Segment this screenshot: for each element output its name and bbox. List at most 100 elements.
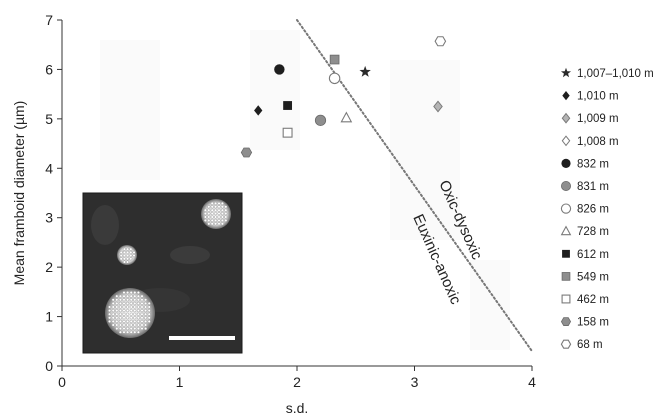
- microcrystal: [203, 218, 207, 222]
- microcrystal: [108, 309, 112, 313]
- microcrystal: [122, 312, 126, 316]
- y-tick-label: 4: [45, 160, 53, 176]
- microcrystal: [133, 312, 137, 316]
- microcrystal: [118, 305, 122, 309]
- legend-marker: [561, 294, 571, 304]
- legend-label: 462 m: [577, 294, 609, 306]
- legend-label: 68 m: [577, 339, 603, 351]
- microcrystal: [111, 316, 115, 320]
- data-point: [283, 101, 293, 110]
- microcrystal: [115, 301, 119, 305]
- microcrystal: [144, 301, 148, 305]
- microcrystal: [129, 319, 133, 323]
- microcrystal: [220, 205, 224, 209]
- legend-marker: [561, 158, 571, 168]
- microcrystal: [210, 201, 214, 205]
- data-point: [254, 105, 263, 116]
- microcrystal: [147, 301, 151, 305]
- microcrystal: [115, 316, 119, 320]
- microcrystal: [122, 323, 126, 327]
- microcrystal: [136, 298, 140, 302]
- y-tick-label: 5: [45, 111, 53, 127]
- background-shade: [100, 40, 160, 180]
- microcrystal: [122, 305, 126, 309]
- data-point: [433, 100, 443, 113]
- microcrystal: [126, 309, 130, 313]
- microcrystal: [118, 316, 122, 320]
- microcrystal: [210, 218, 214, 222]
- data-point: [282, 127, 293, 138]
- legend-marker: [561, 180, 572, 191]
- legend-label: 728 m: [577, 226, 609, 238]
- microcrystal: [126, 316, 130, 320]
- legend-marker: [562, 249, 570, 258]
- microcrystal: [217, 218, 221, 222]
- legend-marker: [560, 225, 572, 236]
- microcrystal: [115, 298, 119, 302]
- microcrystal: [133, 305, 137, 309]
- microcrystal: [147, 309, 151, 313]
- microcrystal: [224, 205, 228, 209]
- legend-label: 831 m: [577, 181, 609, 193]
- microcrystal: [133, 319, 137, 323]
- microcrystal: [126, 312, 130, 316]
- microcrystal: [129, 250, 133, 254]
- legend-marker: [561, 135, 571, 147]
- microcrystal: [119, 254, 123, 258]
- microcrystal: [111, 312, 115, 316]
- background-shade: [390, 60, 460, 240]
- microcrystal: [140, 301, 144, 305]
- microcrystal: [220, 201, 224, 205]
- microcrystal: [126, 323, 130, 327]
- y-axis-title: Mean framboid diameter (µm): [11, 101, 27, 286]
- microcrystal: [108, 305, 112, 309]
- x-tick-label: 0: [58, 374, 66, 390]
- framboid-microcrystals: [108, 201, 228, 334]
- microcrystal: [115, 327, 119, 331]
- data-point: [274, 64, 285, 75]
- microcrystal: [118, 294, 122, 298]
- microcrystal: [136, 327, 140, 331]
- legend-marker: [560, 203, 572, 214]
- microcrystal: [129, 316, 133, 320]
- microcrystal: [126, 301, 130, 305]
- microcrystal: [217, 222, 221, 226]
- microcrystal: [133, 309, 137, 313]
- microcrystal: [122, 291, 126, 295]
- legend-label: 1,009 m: [577, 113, 619, 125]
- microcrystal: [207, 205, 211, 209]
- background-shade: [470, 260, 510, 350]
- microcrystal: [115, 312, 119, 316]
- data-point: [340, 111, 353, 123]
- microcrystal: [115, 319, 119, 323]
- microcrystal: [108, 319, 112, 323]
- microcrystal: [129, 330, 133, 334]
- microcrystal: [207, 222, 211, 226]
- y-tick-label: 6: [45, 61, 53, 77]
- microcrystal: [108, 312, 112, 316]
- microcrystal: [126, 305, 130, 309]
- microcrystal: [217, 201, 221, 205]
- microcrystal: [132, 254, 136, 258]
- y-tick-label: 7: [45, 12, 53, 28]
- microcrystal: [203, 215, 207, 219]
- microcrystal: [122, 294, 126, 298]
- microcrystal: [129, 294, 133, 298]
- microcrystal: [147, 316, 151, 320]
- microcrystal: [140, 327, 144, 331]
- microcrystal: [140, 309, 144, 313]
- microcrystal: [122, 330, 126, 334]
- plot-background: [100, 30, 510, 350]
- microcrystal: [144, 323, 148, 327]
- microcrystal: [144, 316, 148, 320]
- microcrystal: [220, 208, 224, 212]
- microcrystal: [136, 294, 140, 298]
- x-tick-label: 3: [411, 374, 419, 390]
- microcrystal: [133, 301, 137, 305]
- microcrystal: [140, 298, 144, 302]
- microcrystal: [144, 319, 148, 323]
- microcrystal: [220, 222, 224, 226]
- microcrystal: [129, 301, 133, 305]
- microcrystal: [220, 218, 224, 222]
- microcrystal: [129, 312, 133, 316]
